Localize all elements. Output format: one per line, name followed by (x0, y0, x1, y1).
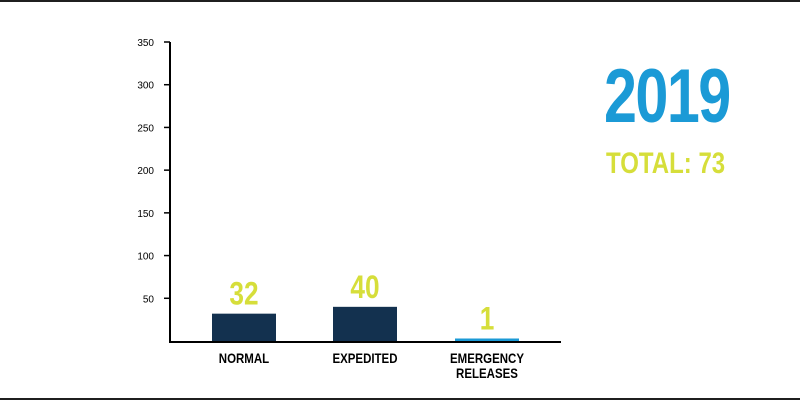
value-label: 1 (480, 302, 495, 337)
y-tick-label: 150 (137, 209, 154, 220)
y-tick-label: 50 (143, 294, 155, 305)
category-label: RELEASES (456, 365, 518, 381)
category-label: EXPEDITED (332, 350, 397, 366)
y-tick-label: 200 (137, 166, 154, 177)
top-border (0, 0, 800, 2)
year-heading: 2019 (604, 54, 731, 139)
bars (212, 306, 519, 341)
y-tick-label: 300 (137, 81, 154, 92)
bar-emergency-releases (455, 338, 519, 341)
value-label: 32 (229, 277, 258, 312)
bottom-border (0, 398, 800, 400)
category-label: NORMAL (219, 350, 270, 366)
value-labels: 32 40 1 (229, 270, 494, 337)
bar-normal (212, 313, 276, 341)
total-summary: TOTAL: 73 (606, 146, 725, 182)
total-label: TOTAL: (606, 147, 692, 180)
y-axis-ticks: 50 100 150 200 250 300 350 (137, 38, 170, 305)
value-label: 40 (350, 270, 379, 305)
bar-expedited (333, 306, 397, 341)
total-value: 73 (698, 147, 726, 180)
category-label: EMERGENCY (450, 350, 524, 366)
y-tick-label: 350 (137, 38, 154, 49)
y-tick-label: 250 (137, 123, 154, 134)
y-tick-label: 100 (137, 252, 154, 263)
